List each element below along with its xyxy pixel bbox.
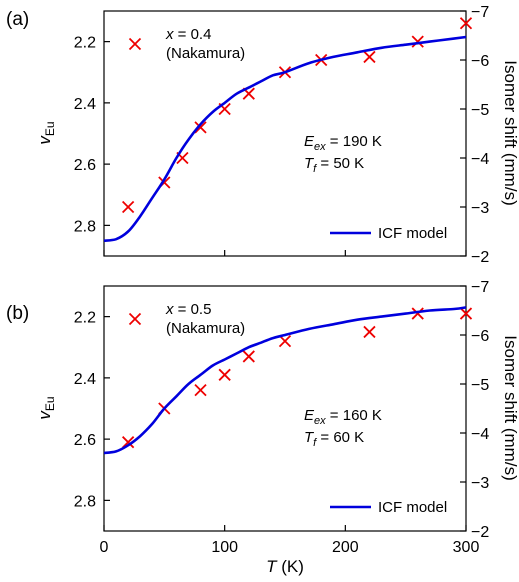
data-marker-legend <box>128 37 142 51</box>
data-point <box>411 307 424 320</box>
y-tick-label: 2.2 <box>74 310 96 327</box>
axis-ticks: 0 100 200 300 2.2 2.4 2.6 2.8 −2 −3 −4 −5 −6 −7 <box>74 279 490 556</box>
data-point <box>278 334 292 348</box>
plot-frame <box>103 285 467 532</box>
data-point <box>411 35 424 48</box>
y2-axis-title: Isomer shift (mm/s) <box>501 60 519 205</box>
model-curve <box>103 306 467 455</box>
x-tick-label: 100 <box>211 539 238 556</box>
y2-tick-label: −4 <box>471 426 489 443</box>
model-curve <box>103 35 467 242</box>
data-point <box>459 307 473 320</box>
y-tick-label: 2.4 <box>74 371 96 388</box>
eex-parameter: Eex = 190 K <box>304 133 382 153</box>
y-tick-label: 2.6 <box>74 157 96 174</box>
legend-label: ICF model <box>378 499 447 516</box>
legend-label: ICF model <box>378 225 447 242</box>
y2-axis-title: Isomer shift (mm/s) <box>501 335 519 480</box>
y2-tick-label: −3 <box>471 200 489 217</box>
panel-a: (a) 2.2 2.4 2.6 2.8 −2 −3 −4 −5 −6 −7 x = 0.4 (Na… <box>6 4 519 266</box>
y-axis-title: vEu <box>35 396 57 419</box>
composition-label: x = 0.4 <box>165 26 211 43</box>
panel-label: (b) <box>6 303 29 324</box>
y2-tick-label: −4 <box>471 151 489 168</box>
y-tick-label: 2.2 <box>74 35 96 52</box>
y2-tick-label: −6 <box>471 53 489 70</box>
y2-tick-label: −3 <box>471 475 489 492</box>
x-tick-label: 200 <box>332 539 359 556</box>
tf-parameter: Tf = 60 K <box>304 429 364 449</box>
y2-tick-label: −7 <box>471 4 489 21</box>
x-tick-label: 0 <box>100 539 109 556</box>
data-point <box>459 17 473 30</box>
y-tick-label: 2.4 <box>74 96 96 113</box>
data-point <box>242 350 255 363</box>
y2-tick-label: −2 <box>471 249 489 266</box>
y2-tick-label: −6 <box>471 328 489 345</box>
data-point <box>218 368 231 381</box>
data-point <box>194 383 207 397</box>
source-label: (Nakamura) <box>166 320 245 337</box>
data-point <box>194 121 207 134</box>
data-point <box>363 50 376 64</box>
y-tick-label: 2.8 <box>74 493 96 510</box>
eex-parameter: Eex = 160 K <box>304 407 382 427</box>
y-tick-label: 2.8 <box>74 218 96 235</box>
data-marker-legend <box>128 312 142 326</box>
composition-label: x = 0.5 <box>165 301 211 318</box>
plot-frame <box>103 10 467 257</box>
data-point <box>121 200 135 214</box>
y-tick-label: 2.6 <box>74 432 96 449</box>
data-marks <box>103 17 473 242</box>
panel-b: (b) 0 100 200 300 2.2 2.4 2.6 2.8 −2 −3 −4 −5 −6 −7 x… <box>6 279 519 576</box>
x-tick-label: 300 <box>453 539 480 556</box>
y2-tick-label: −2 <box>471 524 489 541</box>
y2-tick-label: −5 <box>471 377 489 394</box>
data-point <box>363 325 376 339</box>
x-axis-title: T (K) <box>266 557 304 576</box>
data-marks <box>103 306 473 455</box>
axis-ticks: 2.2 2.4 2.6 2.8 −2 −3 −4 −5 −6 −7 <box>74 4 490 266</box>
source-label: (Nakamura) <box>166 45 245 62</box>
data-point <box>121 436 135 449</box>
y2-tick-label: −5 <box>471 102 489 119</box>
y-axis-title: vEu <box>35 121 57 144</box>
panel-label: (a) <box>6 9 29 30</box>
y2-tick-label: −7 <box>471 279 489 296</box>
tf-parameter: Tf = 50 K <box>304 155 364 175</box>
